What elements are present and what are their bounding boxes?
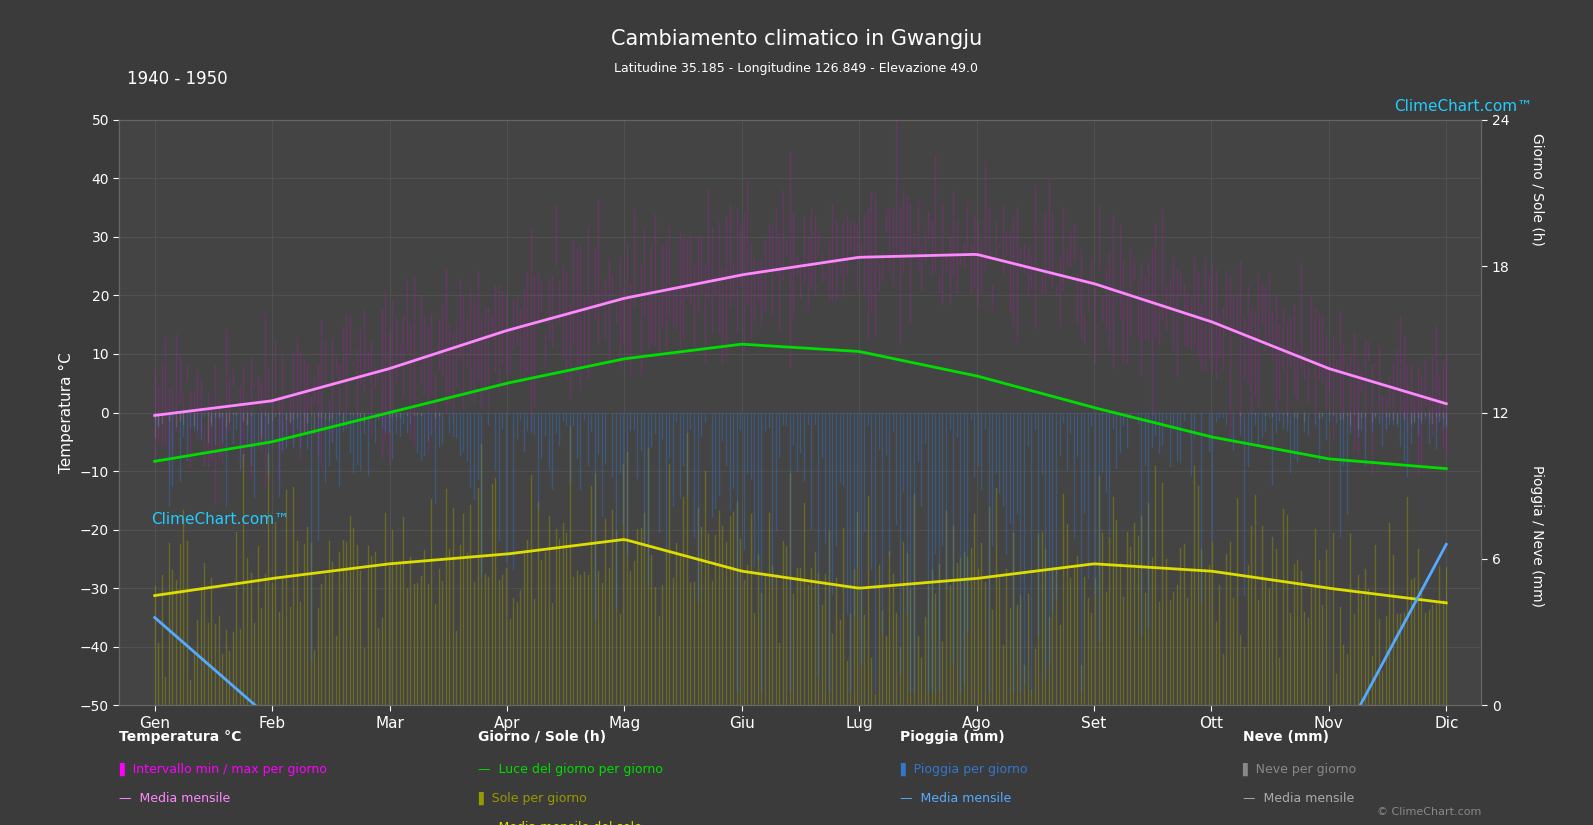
Text: ClimeChart.com™: ClimeChart.com™ — [151, 512, 290, 526]
Text: Giorno / Sole (h): Giorno / Sole (h) — [478, 730, 605, 744]
Y-axis label: Temperatura °C: Temperatura °C — [59, 352, 75, 473]
Text: Neve (mm): Neve (mm) — [1243, 730, 1329, 744]
Text: —  Media mensile del sole: — Media mensile del sole — [478, 821, 642, 825]
Text: Temperatura °C: Temperatura °C — [119, 730, 242, 744]
Text: Cambiamento climatico in Gwangju: Cambiamento climatico in Gwangju — [610, 29, 983, 49]
Text: Pioggia (mm): Pioggia (mm) — [900, 730, 1005, 744]
Text: ClimeChart.com™: ClimeChart.com™ — [1394, 99, 1532, 114]
Text: —  Media mensile: — Media mensile — [119, 792, 231, 805]
Text: ▌ Intervallo min / max per giorno: ▌ Intervallo min / max per giorno — [119, 763, 327, 776]
Text: ▌ Sole per giorno: ▌ Sole per giorno — [478, 792, 586, 805]
Text: Giorno / Sole (h): Giorno / Sole (h) — [1531, 134, 1544, 246]
Text: ▌ Neve per giorno: ▌ Neve per giorno — [1243, 763, 1357, 776]
Text: —  Luce del giorno per giorno: — Luce del giorno per giorno — [478, 763, 663, 776]
Text: © ClimeChart.com: © ClimeChart.com — [1376, 807, 1481, 817]
Text: 1940 - 1950: 1940 - 1950 — [127, 70, 228, 88]
Text: —  Media mensile: — Media mensile — [1243, 792, 1354, 805]
Text: ▌ Pioggia per giorno: ▌ Pioggia per giorno — [900, 763, 1027, 776]
Text: Latitudine 35.185 - Longitudine 126.849 - Elevazione 49.0: Latitudine 35.185 - Longitudine 126.849 … — [615, 62, 978, 75]
Text: Pioggia / Neve (mm): Pioggia / Neve (mm) — [1531, 465, 1544, 607]
Text: —  Media mensile: — Media mensile — [900, 792, 1012, 805]
